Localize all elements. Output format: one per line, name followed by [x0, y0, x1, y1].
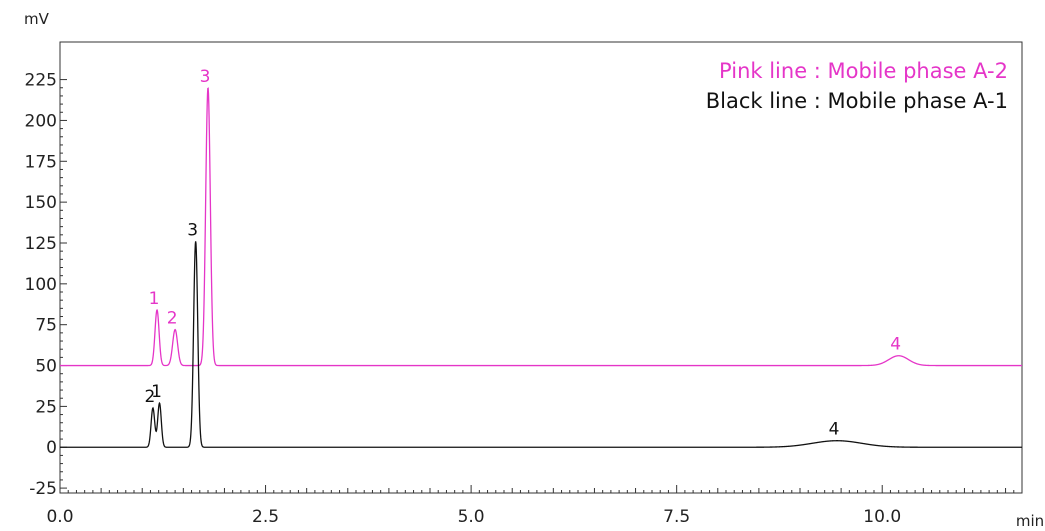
y-tick-label: 125: [25, 234, 57, 254]
y-axis-unit: mV: [24, 10, 50, 28]
y-tick-label: 175: [25, 152, 57, 172]
legend-entry: Black line : Mobile phase A-1: [706, 89, 1008, 113]
y-tick-label: 100: [25, 275, 57, 295]
peak-label: 4: [829, 420, 840, 440]
legend: Pink line : Mobile phase A-2 Black line :…: [706, 59, 1008, 113]
peak-label: 3: [187, 220, 198, 240]
peak-label: 2: [167, 309, 178, 329]
series-line-1: [60, 87, 1022, 367]
y-tick-label: 25: [35, 397, 57, 417]
series-group: [60, 87, 1022, 448]
legend-entry: Pink line : Mobile phase A-2: [719, 59, 1008, 83]
y-tick-label: 200: [25, 111, 57, 131]
x-axis: 0.0 2.5 5.0 7.5 10.0 min: [46, 485, 1044, 530]
y-tick-label: -25: [29, 479, 57, 499]
x-tick-label: 0.0: [46, 507, 73, 527]
x-axis-unit: min: [1016, 512, 1044, 530]
peak-label: 1: [151, 382, 162, 402]
x-tick-label: 10.0: [863, 507, 901, 527]
peak-label: 4: [890, 335, 901, 355]
series-line-2: [60, 241, 1022, 448]
x-tick-label: 7.5: [663, 507, 690, 527]
y-tick-label: 225: [25, 71, 57, 91]
y-tick-label: 0: [46, 438, 57, 458]
x-tick-label: 5.0: [458, 507, 485, 527]
x-tick-label: 2.5: [252, 507, 279, 527]
y-tick-label: 75: [35, 316, 57, 336]
y-tick-label: 50: [35, 357, 57, 377]
peak-label: 3: [200, 67, 211, 87]
y-tick-label: 150: [25, 193, 57, 213]
peak-label: 2: [144, 387, 155, 407]
peak-label: 1: [149, 289, 160, 309]
y-axis: -25 0 25 50 75 100 125 150 175 200 225 mV: [24, 10, 67, 499]
